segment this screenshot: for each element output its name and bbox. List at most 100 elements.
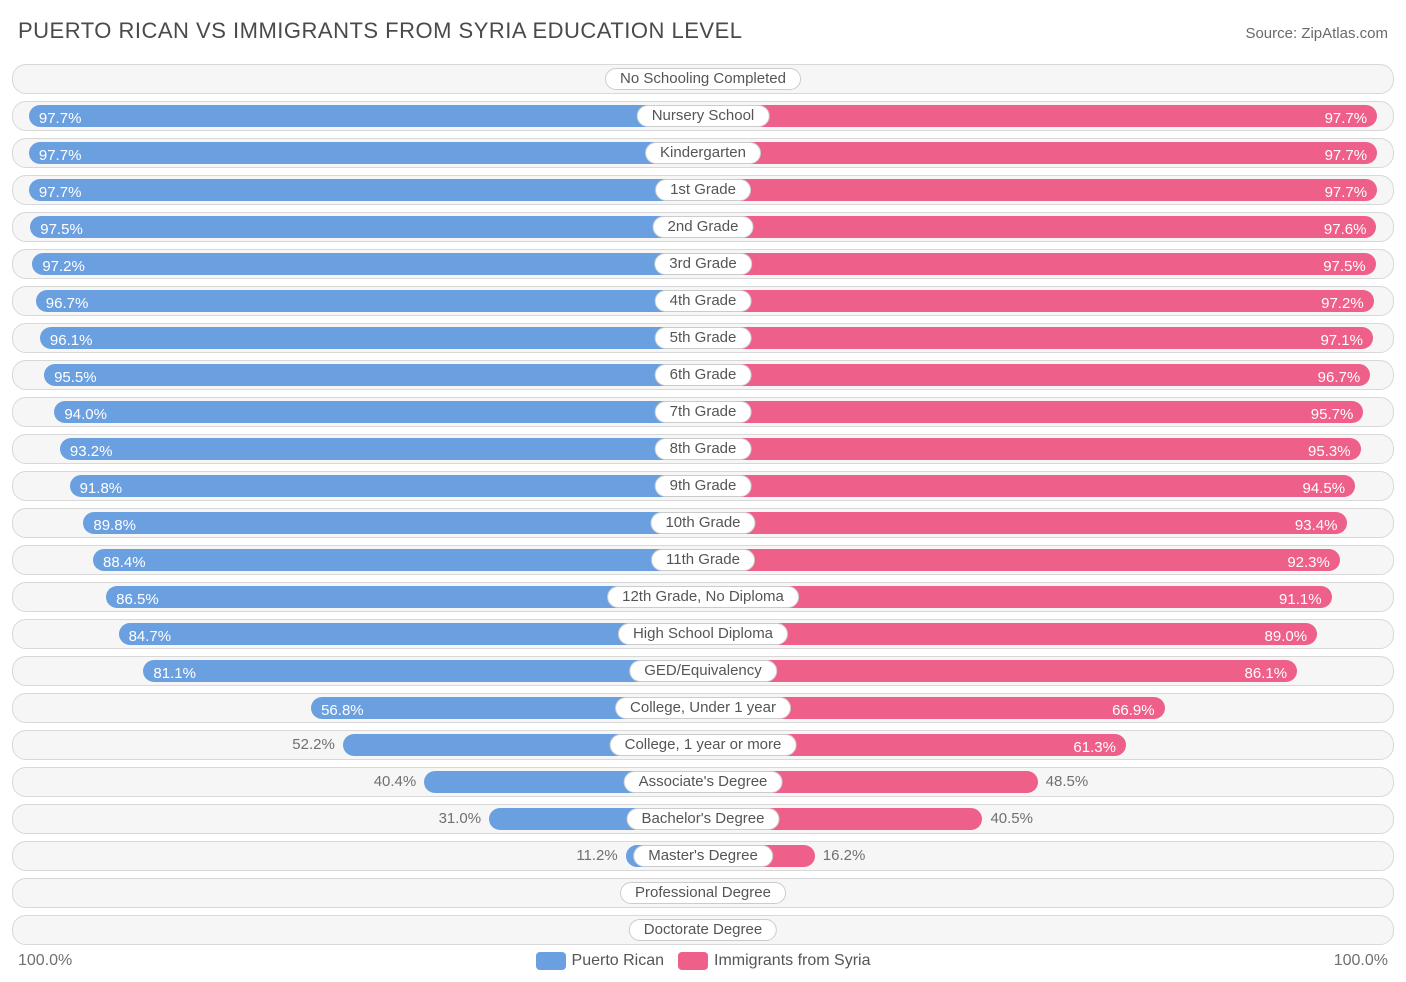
row-label: Professional Degree — [620, 882, 786, 904]
bar-right: 92.3% — [703, 549, 1340, 571]
value-right: 97.1% — [1320, 327, 1363, 355]
value-left: 97.2% — [42, 253, 85, 281]
bar-right: 95.3% — [703, 438, 1361, 460]
legend-swatch-right — [678, 952, 708, 970]
legend-swatch-left — [536, 952, 566, 970]
bar-right: 97.6% — [703, 216, 1376, 238]
legend-item-right: Immigrants from Syria — [678, 952, 870, 970]
value-right: 97.7% — [1325, 179, 1368, 207]
chart-row: 93.2%95.3%8th Grade — [12, 434, 1394, 464]
row-label: Nursery School — [637, 105, 770, 127]
chart-row: 1.4%1.9%Doctorate Degree — [12, 915, 1394, 945]
row-label: Kindergarten — [645, 142, 761, 164]
chart-row: 56.8%66.9%College, Under 1 year — [12, 693, 1394, 723]
axis-left-label: 100.0% — [18, 952, 72, 970]
row-label: 9th Grade — [655, 475, 752, 497]
value-left: 52.2% — [292, 731, 335, 759]
chart-legend: Puerto Rican Immigrants from Syria — [72, 952, 1333, 970]
row-label: Associate's Degree — [624, 771, 783, 793]
chart-footer: 100.0% Puerto Rican Immigrants from Syri… — [12, 952, 1394, 970]
bar-right: 97.1% — [703, 327, 1373, 349]
value-right: 97.5% — [1323, 253, 1366, 281]
value-left: 56.8% — [321, 697, 364, 725]
value-left: 81.1% — [153, 660, 196, 688]
bar-left: 81.1% — [143, 660, 703, 682]
value-right: 66.9% — [1112, 697, 1155, 725]
row-label: 5th Grade — [655, 327, 752, 349]
value-right: 16.2% — [823, 842, 866, 870]
chart-row: 97.2% 97.5% 3rd Grade — [12, 249, 1394, 279]
value-left: 97.7% — [39, 105, 82, 133]
bar-left: 96.1% — [40, 327, 703, 349]
value-left: 97.5% — [40, 216, 83, 244]
value-left: 97.7% — [39, 179, 82, 207]
value-right: 40.5% — [990, 805, 1033, 833]
bar-left: 96.7% — [36, 290, 703, 312]
bar-left: 88.4% — [93, 549, 703, 571]
bar-right: 97.7% — [703, 179, 1377, 201]
chart-row: 40.4% 48.5% Associate's Degree — [12, 767, 1394, 797]
value-left: 88.4% — [103, 549, 146, 577]
chart-row: 88.4%92.3%11th Grade — [12, 545, 1394, 575]
bar-left: 93.2% — [60, 438, 703, 460]
row-label: 3rd Grade — [654, 253, 752, 275]
legend-label-left: Puerto Rican — [572, 952, 665, 970]
axis-right-label: 100.0% — [1334, 952, 1388, 970]
row-label: GED/Equivalency — [629, 660, 777, 682]
chart-row: 52.2% 61.3% College, 1 year or more — [12, 730, 1394, 760]
value-right: 97.7% — [1325, 142, 1368, 170]
value-left: 96.1% — [50, 327, 93, 355]
row-label: 6th Grade — [655, 364, 752, 386]
value-right: 91.1% — [1279, 586, 1322, 614]
row-label: 7th Grade — [655, 401, 752, 423]
bar-right: 96.7% — [703, 364, 1370, 386]
chart-row: 89.8%93.4%10th Grade — [12, 508, 1394, 538]
legend-item-left: Puerto Rican — [536, 952, 665, 970]
bar-right: 97.7% — [703, 105, 1377, 127]
bar-right: 95.7% — [703, 401, 1363, 423]
bar-left: 97.7% — [29, 142, 703, 164]
value-left: 94.0% — [64, 401, 107, 429]
value-right: 93.4% — [1295, 512, 1338, 540]
legend-label-right: Immigrants from Syria — [714, 952, 870, 970]
chart-source: Source: ZipAtlas.com — [1245, 25, 1388, 42]
value-left: 40.4% — [374, 768, 417, 796]
row-label: 11th Grade — [651, 549, 755, 571]
bar-left: 97.7% — [29, 105, 703, 127]
chart-row: 95.5%96.7%6th Grade — [12, 360, 1394, 390]
chart-row: 97.7%97.7%1st Grade — [12, 175, 1394, 205]
row-label: High School Diploma — [618, 623, 788, 645]
bar-left: 95.5% — [44, 364, 703, 386]
value-right: 94.5% — [1303, 475, 1346, 503]
bar-right: 93.4% — [703, 512, 1347, 534]
row-label: 10th Grade — [650, 512, 755, 534]
value-right: 97.6% — [1324, 216, 1367, 244]
chart-row: 97.7%97.7%Kindergarten — [12, 138, 1394, 168]
value-left: 31.0% — [439, 805, 482, 833]
value-right: 48.5% — [1046, 768, 1089, 796]
value-right: 61.3% — [1073, 734, 1116, 762]
bar-right: 89.0% — [703, 623, 1317, 645]
chart-row: 86.5%91.1%12th Grade, No Diploma — [12, 582, 1394, 612]
row-label: College, 1 year or more — [610, 734, 797, 756]
chart-header: PUERTO RICAN VS IMMIGRANTS FROM SYRIA ED… — [12, 18, 1394, 44]
value-right: 95.7% — [1311, 401, 1354, 429]
row-label: 8th Grade — [655, 438, 752, 460]
chart-row: 3.2%4.9%Professional Degree — [12, 878, 1394, 908]
value-right: 89.0% — [1265, 623, 1308, 651]
value-right: 96.7% — [1318, 364, 1361, 392]
value-left: 96.7% — [46, 290, 89, 318]
value-right: 97.7% — [1325, 105, 1368, 133]
bar-left: 91.8% — [70, 475, 703, 497]
bar-right: 97.2% — [703, 290, 1374, 312]
row-label: 4th Grade — [655, 290, 752, 312]
row-label: Bachelor's Degree — [627, 808, 780, 830]
bar-right: 97.7% — [703, 142, 1377, 164]
value-left: 84.7% — [129, 623, 172, 651]
bar-left: 97.5% — [30, 216, 703, 238]
chart-row: 91.8%94.5%9th Grade — [12, 471, 1394, 501]
value-left: 95.5% — [54, 364, 97, 392]
row-label: 12th Grade, No Diploma — [607, 586, 799, 608]
bar-right: 94.5% — [703, 475, 1355, 497]
chart-row: 2.3%2.3%No Schooling Completed — [12, 64, 1394, 94]
